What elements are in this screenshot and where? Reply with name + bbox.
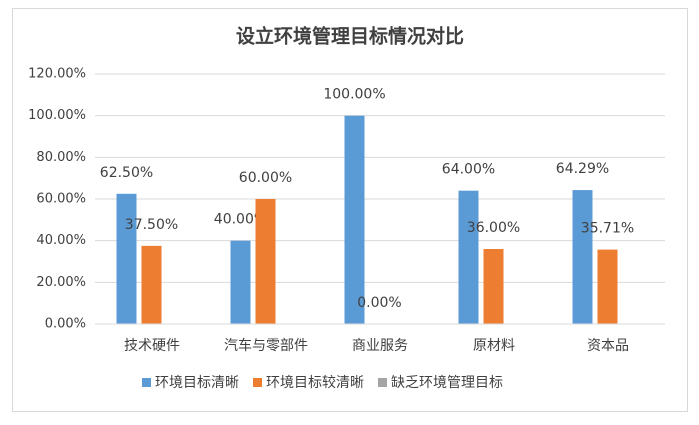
data-label: 35.71% [581, 221, 634, 237]
bar [597, 249, 618, 324]
legend-label: 环境目标较清晰 [266, 375, 364, 391]
bar [483, 249, 504, 324]
bar [116, 193, 137, 324]
x-tick-label: 商业服务 [352, 338, 408, 354]
bar [572, 190, 593, 324]
y-tick-label: 80.00% [36, 150, 86, 165]
data-label: 60.00% [239, 170, 292, 186]
bar [230, 240, 251, 324]
data-label: 64.29% [556, 161, 609, 177]
x-tick-label: 汽车与零部件 [224, 337, 308, 354]
data-label: 40.00% [214, 212, 267, 228]
y-tick-label: 120.00% [28, 67, 86, 82]
y-tick-label: 40.00% [36, 233, 86, 248]
data-label: 36.00% [467, 220, 520, 236]
data-label: 64.00% [442, 162, 495, 178]
bar [458, 190, 479, 324]
legend-swatch [378, 378, 387, 387]
y-tick-label: 0.00% [45, 317, 86, 332]
data-label: 100.00% [323, 87, 385, 103]
legend-label: 缺乏环境管理目标 [391, 375, 503, 391]
legend-label: 环境目标清晰 [155, 375, 239, 391]
x-tick-label: 资本品 [587, 338, 629, 354]
y-tick-label: 60.00% [36, 192, 86, 207]
legend-swatch [142, 378, 151, 387]
bar [141, 245, 162, 324]
data-label: 0.00% [357, 295, 401, 311]
y-tick-label: 100.00% [28, 108, 86, 123]
chart-title: 设立环境管理目标情况对比 [236, 25, 464, 48]
data-label: 37.50% [125, 217, 178, 233]
bar [255, 199, 276, 324]
data-label: 62.50% [100, 165, 153, 181]
y-tick-label: 20.00% [36, 275, 86, 290]
x-tick-label: 技术硬件 [124, 338, 180, 354]
bar [344, 115, 365, 325]
x-tick-label: 原材料 [473, 338, 515, 354]
legend-swatch [253, 378, 262, 387]
